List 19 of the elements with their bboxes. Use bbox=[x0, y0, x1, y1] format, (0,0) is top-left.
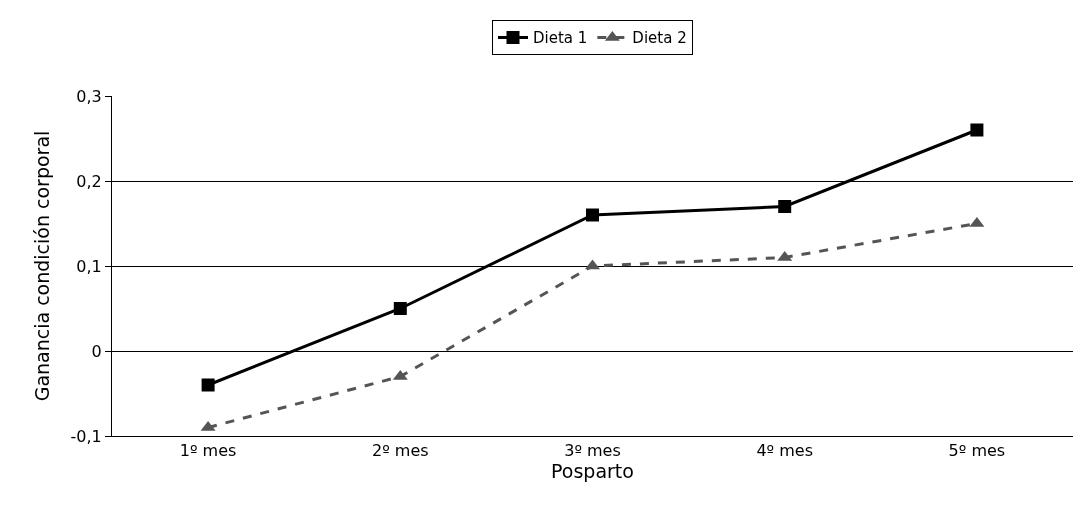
point bbox=[201, 378, 215, 392]
y-axis-title: Ganancia condición corporal bbox=[31, 130, 54, 402]
x-tick-label: 5º mes bbox=[948, 441, 1006, 461]
x-tick-label: 2º mes bbox=[372, 441, 429, 461]
y-tick-label: 0,1 bbox=[76, 256, 102, 276]
point bbox=[393, 302, 407, 315]
x-tick-label: 1º mes bbox=[179, 441, 237, 461]
y-tick-label: 0 bbox=[91, 341, 102, 361]
x-tick-label: 4º mes bbox=[756, 441, 813, 461]
point bbox=[586, 208, 599, 222]
point bbox=[970, 123, 984, 137]
y-tick-label: 0,2 bbox=[76, 171, 102, 191]
x-axis-title: Posparto bbox=[551, 460, 634, 483]
y-tick-label: 0,3 bbox=[76, 86, 102, 106]
legend-label: Dieta 2 bbox=[632, 29, 687, 48]
y-tick-label: -0,1 bbox=[70, 426, 102, 446]
point bbox=[778, 200, 792, 213]
legend-label: Dieta 1 bbox=[533, 29, 588, 48]
x-tick-label: 3º mes bbox=[564, 441, 621, 461]
